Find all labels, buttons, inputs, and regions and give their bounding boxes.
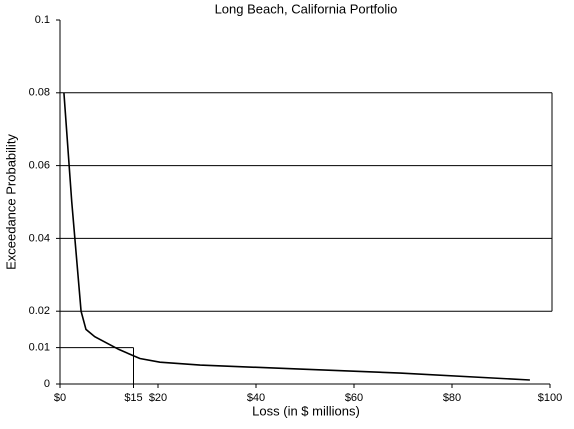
y-tick-label: 0.08 bbox=[29, 87, 50, 99]
x-tick-label: $0 bbox=[54, 392, 66, 404]
x-tick-label: $15 bbox=[124, 392, 142, 404]
x-axis-title: Loss (in $ millions) bbox=[252, 403, 360, 418]
x-tick-label: $40 bbox=[247, 392, 265, 404]
x-tick-label: $60 bbox=[345, 392, 363, 404]
x-tick-label: $20 bbox=[149, 392, 167, 404]
y-tick-label: 0.04 bbox=[29, 232, 50, 244]
x-tick-label: $100 bbox=[538, 392, 562, 404]
chart-title: Long Beach, California Portfolio bbox=[215, 1, 398, 16]
y-tick-label: 0.1 bbox=[35, 14, 50, 26]
y-axis-title: Exceedance Probability bbox=[3, 134, 18, 270]
y-tick-label: 0 bbox=[44, 378, 50, 390]
loss-curve bbox=[63, 92, 530, 381]
y-tick-label: 0.06 bbox=[29, 160, 50, 172]
x-tick-label: $80 bbox=[443, 392, 461, 404]
y-tick-label: 0.02 bbox=[29, 305, 50, 317]
y-tick-label: 0.01 bbox=[29, 342, 50, 354]
